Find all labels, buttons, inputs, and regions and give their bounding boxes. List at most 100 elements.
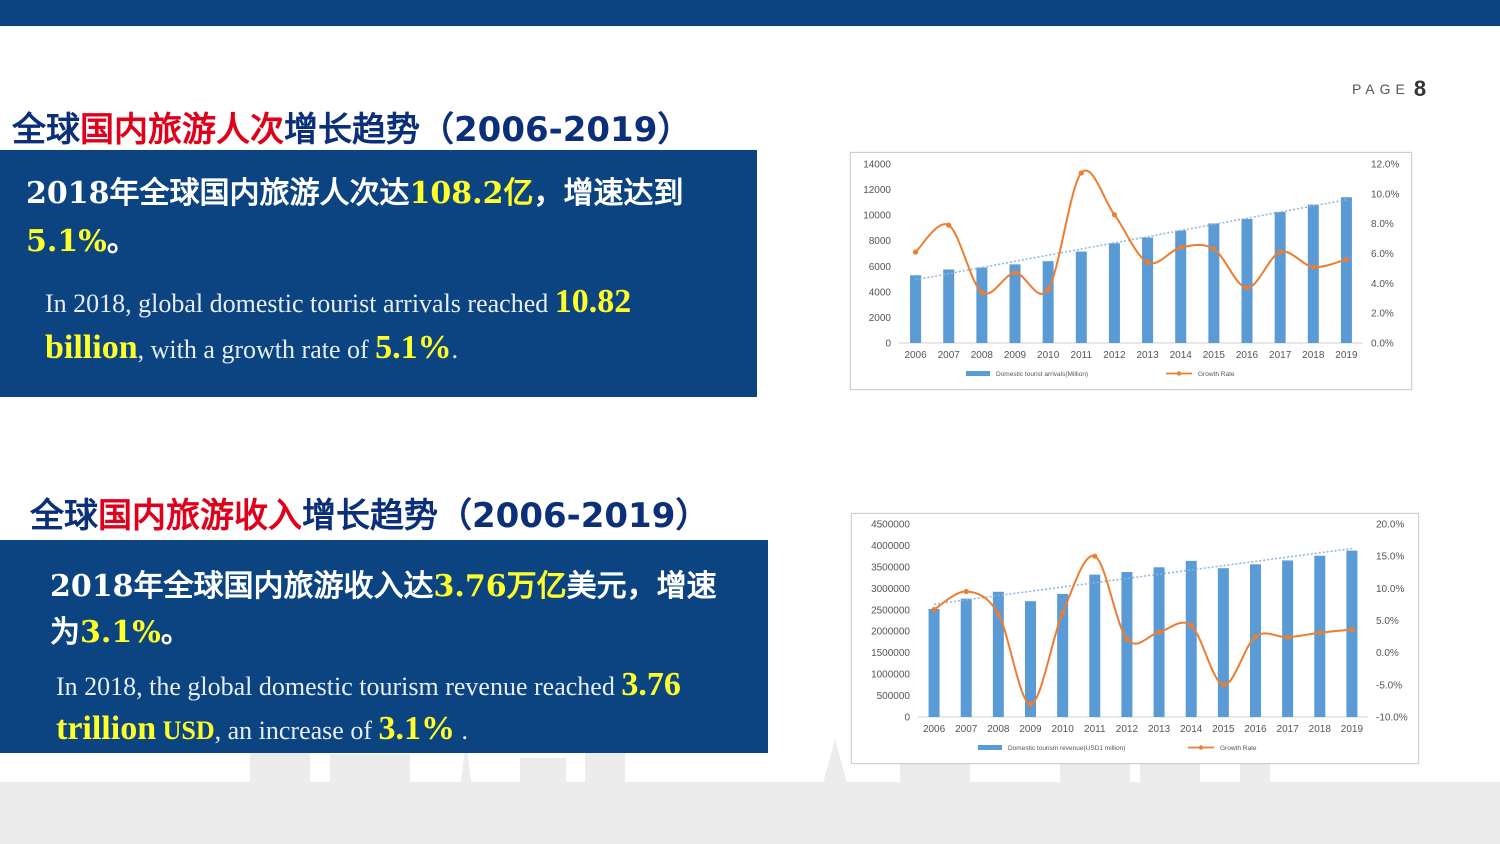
city-skyline-decoration xyxy=(0,739,1500,844)
bar xyxy=(1217,568,1229,717)
section2-en-revenue: 3.76 trillion xyxy=(56,666,681,747)
left-axis-tick-label: 12000 xyxy=(863,185,891,196)
growth-rate-line xyxy=(933,555,1353,706)
right-axis-tick-label: 0.0% xyxy=(1371,339,1394,350)
section1-en-text: In 2018, global domestic tourist arrival… xyxy=(45,280,735,372)
bar xyxy=(1057,593,1069,717)
growth-rate-point xyxy=(1188,623,1194,629)
page-number: 8 xyxy=(1413,76,1427,101)
growth-rate-point xyxy=(1317,630,1323,636)
left-axis-tick-label: 3000000 xyxy=(871,584,910,595)
legend-bar-label: Domestic tourist arrivals(Million) xyxy=(996,371,1088,378)
growth-rate-point xyxy=(1220,682,1226,688)
growth-rate-point xyxy=(1343,256,1350,263)
x-axis-tick-label: 2016 xyxy=(1236,350,1259,361)
bar xyxy=(976,267,988,343)
section1-title-highlight: 国内旅游人次 xyxy=(80,110,284,150)
bar xyxy=(1089,574,1101,717)
legend-line-label: Growth Rate xyxy=(1198,371,1235,378)
right-axis-tick-label: 12.0% xyxy=(1371,160,1399,171)
growth-rate-point xyxy=(1211,246,1217,252)
section2-heading: 全球国内旅游收入增长趋势（2006-2019） xyxy=(30,488,709,537)
revenue-chart: 0 500000 1000000 1500000 2000000 2500000 30000… xyxy=(871,520,1408,753)
bar xyxy=(1042,261,1054,343)
section1-zh-e: 。 xyxy=(106,224,137,259)
right-axis-tick-label: 15.0% xyxy=(1376,552,1404,563)
right-axis-tick-label: 4.0% xyxy=(1371,279,1394,290)
bar xyxy=(1025,601,1036,717)
growth-rate-point xyxy=(1092,553,1098,559)
x-axis-tick-label: 2013 xyxy=(1136,350,1159,361)
left-axis-tick-label: 0 xyxy=(885,339,891,350)
left-axis-tick-label: 4500000 xyxy=(871,520,910,531)
section1-en-e: . xyxy=(451,335,459,364)
left-axis-tick-label: 2000 xyxy=(869,313,892,324)
right-axis-tick-label: 6.0% xyxy=(1371,249,1394,260)
x-axis-tick-label: 2015 xyxy=(1212,724,1235,735)
x-axis-tick-label: 2009 xyxy=(1004,350,1027,361)
legend-bar-swatch xyxy=(978,745,1002,750)
x-axis-tick-label: 2010 xyxy=(1052,724,1075,735)
section1-zh-a: 2018年全球国内旅游人次达 xyxy=(26,176,410,211)
legend-line-label: Growth Rate xyxy=(1220,745,1257,752)
bar xyxy=(1346,550,1358,717)
right-axis-tick-label: 8.0% xyxy=(1371,219,1394,230)
section2-en-rate: 3.1% xyxy=(378,710,455,747)
x-axis-tick-label: 2008 xyxy=(987,724,1010,735)
growth-rate-point xyxy=(1277,249,1283,255)
x-axis-tick-label: 2011 xyxy=(1071,350,1093,361)
section1-zh-text: 2018年全球国内旅游人次达108.2亿，增速达到 5.1%。 xyxy=(26,170,716,266)
growth-rate-point xyxy=(1310,264,1316,270)
left-axis-tick-label: 1000000 xyxy=(871,670,910,681)
growth-rate-point xyxy=(1178,244,1184,251)
legend-line-marker xyxy=(1198,745,1204,750)
section1-en-arrivals: 10.82 billion xyxy=(45,283,632,366)
section1-zh-rate: 5.1% xyxy=(26,224,107,259)
bar xyxy=(1175,230,1187,343)
arrivals-chart: 0 2000 4000 6000 8000 10000 12000 14000 0.0% 2.0%… xyxy=(863,160,1399,379)
bar xyxy=(1314,555,1326,717)
section1-en-a: In 2018, global domestic tourist arrival… xyxy=(45,289,555,318)
left-axis-tick-label: 6000 xyxy=(869,262,892,273)
left-axis-tick-label: 14000 xyxy=(863,160,891,171)
bar xyxy=(1075,251,1087,343)
x-axis-tick-label: 2017 xyxy=(1277,724,1300,735)
x-axis-tick-label: 2018 xyxy=(1302,350,1325,361)
right-axis-tick-label: 20.0% xyxy=(1376,520,1404,531)
section2-zh-rate: 3.1% xyxy=(80,615,161,650)
x-axis-tick-label: 2011 xyxy=(1084,724,1106,735)
bar xyxy=(992,591,1004,717)
section1-zh-arrivals: 108.2亿 xyxy=(409,176,534,211)
x-axis-tick-label: 2014 xyxy=(1180,724,1203,735)
bar xyxy=(1108,243,1120,343)
growth-rate-point xyxy=(1111,212,1118,218)
growth-rate-point xyxy=(963,588,969,595)
right-axis-tick-label: 2.0% xyxy=(1371,309,1394,320)
growth-rate-point xyxy=(995,611,1001,617)
growth-rate-point xyxy=(1349,626,1355,633)
growth-rate-point xyxy=(1285,634,1291,640)
section1-en-c: , with a growth rate of xyxy=(137,335,376,364)
bar xyxy=(910,275,922,343)
revenue-chart-frame: 0 500000 1000000 1500000 2000000 2500000 30000… xyxy=(851,513,1419,764)
left-axis-tick-label: 2500000 xyxy=(871,605,910,616)
left-axis-tick-label: 3500000 xyxy=(871,562,910,573)
bar xyxy=(1274,211,1286,343)
bar xyxy=(1009,264,1021,343)
x-axis-tick-label: 2012 xyxy=(1103,350,1126,361)
bar xyxy=(1142,237,1154,343)
section2-title-post: 增长趋势（2006-2019） xyxy=(302,496,710,536)
left-axis-tick-label: 1500000 xyxy=(871,648,910,659)
right-axis-tick-label: 0.0% xyxy=(1376,648,1399,659)
left-axis-tick-label: 4000000 xyxy=(871,541,910,552)
x-axis-tick-label: 2012 xyxy=(1116,724,1139,735)
growth-rate-point xyxy=(1012,270,1018,276)
x-axis-tick-label: 2014 xyxy=(1170,350,1193,361)
bar xyxy=(1307,204,1319,343)
left-axis-tick-label: 8000 xyxy=(869,236,892,247)
x-axis-tick-label: 2008 xyxy=(971,350,994,361)
section1-zh-c: ，增速达到 xyxy=(533,176,684,211)
section2-summary-box: 2018年全球国内旅游收入达3.76万亿美元，增速为3.1%。 In 2018,… xyxy=(0,540,768,753)
right-axis-tick-label: -10.0% xyxy=(1376,713,1408,724)
growth-rate-point xyxy=(1124,636,1130,642)
